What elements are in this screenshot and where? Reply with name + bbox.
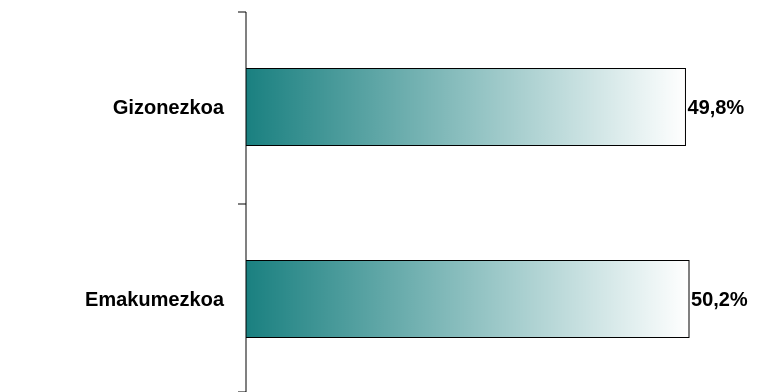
value-label: 49,8% bbox=[687, 97, 744, 119]
bar-emakumezkoa bbox=[245, 260, 690, 338]
y-axis bbox=[238, 11, 247, 392]
bars bbox=[245, 68, 690, 338]
bar-gizonezkoa bbox=[245, 68, 686, 146]
category-label: Gizonezkoa bbox=[113, 97, 225, 119]
category-label: Emakumezkoa bbox=[85, 289, 225, 311]
labels: Gizonezkoa 49,8% Emakumezkoa 50,2% bbox=[85, 97, 748, 311]
value-label: 50,2% bbox=[691, 289, 748, 311]
